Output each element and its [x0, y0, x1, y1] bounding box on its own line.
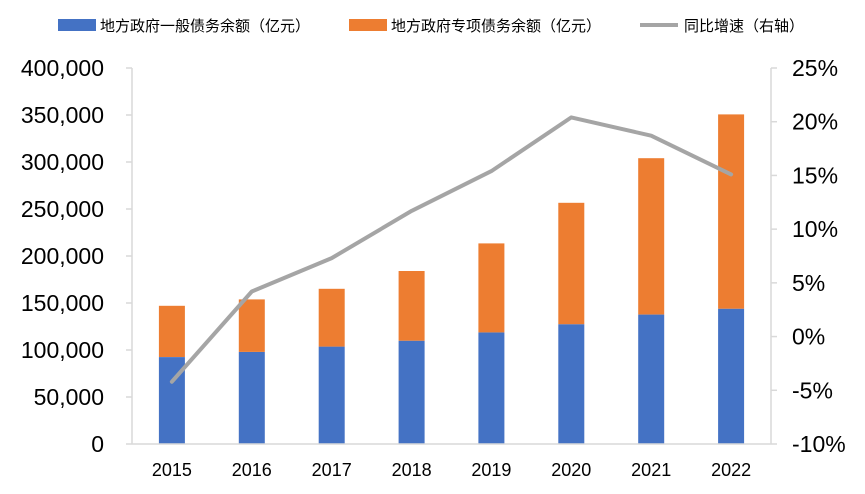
bar-special-debt-2016	[238, 299, 265, 352]
growth-point-2016	[251, 291, 253, 292]
y2-tick-label: 5%	[792, 270, 825, 296]
bar-special-debt-2020	[558, 202, 585, 325]
bar-general-debt-2021	[638, 314, 665, 444]
bar-special-debt-2017	[318, 288, 345, 347]
growth-point-2017	[331, 257, 333, 259]
bar-general-debt-2019	[478, 332, 505, 444]
growth-point-2022	[730, 173, 732, 175]
y2-tick-label: 20%	[792, 109, 838, 135]
bar-general-debt-2022	[718, 308, 745, 444]
y-tick-label: 150,000	[21, 290, 104, 316]
y2-tick-label: 15%	[792, 162, 838, 188]
bar-general-debt-2018	[398, 340, 425, 444]
growth-line	[169, 115, 734, 384]
y2-tick-label: 10%	[792, 216, 838, 242]
growth-point-2021	[650, 135, 652, 137]
bar-special-debt-2022	[718, 114, 745, 309]
x-tick-label: 2017	[312, 460, 352, 480]
bar-special-debt-2021	[638, 158, 665, 315]
y2-tick-label: 0%	[792, 324, 825, 350]
growth-point-2015	[171, 381, 173, 383]
x-tick-label: 2022	[711, 460, 751, 480]
y2-tick-label: -10%	[792, 431, 846, 457]
bar-special-debt-2019	[478, 243, 505, 333]
x-tick-label: 2019	[471, 460, 511, 480]
x-tick-label: 2016	[232, 460, 272, 480]
y2-tick-label: -5%	[792, 377, 833, 403]
x-tick-label: 2021	[631, 460, 671, 480]
legend-swatch-general-debt	[58, 19, 96, 31]
bars-layer	[158, 114, 745, 444]
legend-label-special-debt: 地方政府专项债务余额（亿元）	[391, 17, 601, 35]
ticks-layer: 2015 2016 2017 2018 2019 2020 2021 2022 0 50,000 1…	[21, 55, 846, 480]
bar-general-debt-2017	[318, 346, 345, 444]
legend: 地方政府一般债务余额（亿元） 地方政府专项债务余额（亿元） 同比增速（右轴）	[58, 17, 804, 35]
growth-point-2018	[411, 210, 413, 212]
bar-general-debt-2020	[558, 324, 585, 444]
y-tick-label: 50,000	[34, 384, 104, 410]
legend-swatch-special-debt	[349, 19, 387, 31]
x-tick-label: 2015	[152, 460, 192, 480]
growth-point-2020	[570, 116, 572, 118]
y-tick-label: 300,000	[21, 149, 104, 175]
y-tick-label: 350,000	[21, 102, 104, 128]
growth-point-2019	[490, 170, 492, 172]
bar-special-debt-2018	[398, 271, 425, 341]
legend-label-growth: 同比增速（右轴）	[684, 17, 804, 35]
axes	[131, 68, 772, 445]
bar-general-debt-2016	[238, 351, 265, 444]
y-tick-label: 0	[91, 431, 104, 457]
y-tick-label: 400,000	[21, 55, 104, 81]
x-tick-label: 2018	[392, 460, 432, 480]
bar-special-debt-2015	[158, 305, 185, 357]
legend-label-general-debt: 地方政府一般债务余额（亿元）	[100, 17, 310, 35]
y2-tick-label: 25%	[792, 55, 838, 81]
y-tick-label: 250,000	[21, 196, 104, 222]
line-layer	[169, 115, 734, 384]
x-tick-label: 2020	[551, 460, 591, 480]
y-tick-label: 100,000	[21, 337, 104, 363]
y-tick-label: 200,000	[21, 243, 104, 269]
